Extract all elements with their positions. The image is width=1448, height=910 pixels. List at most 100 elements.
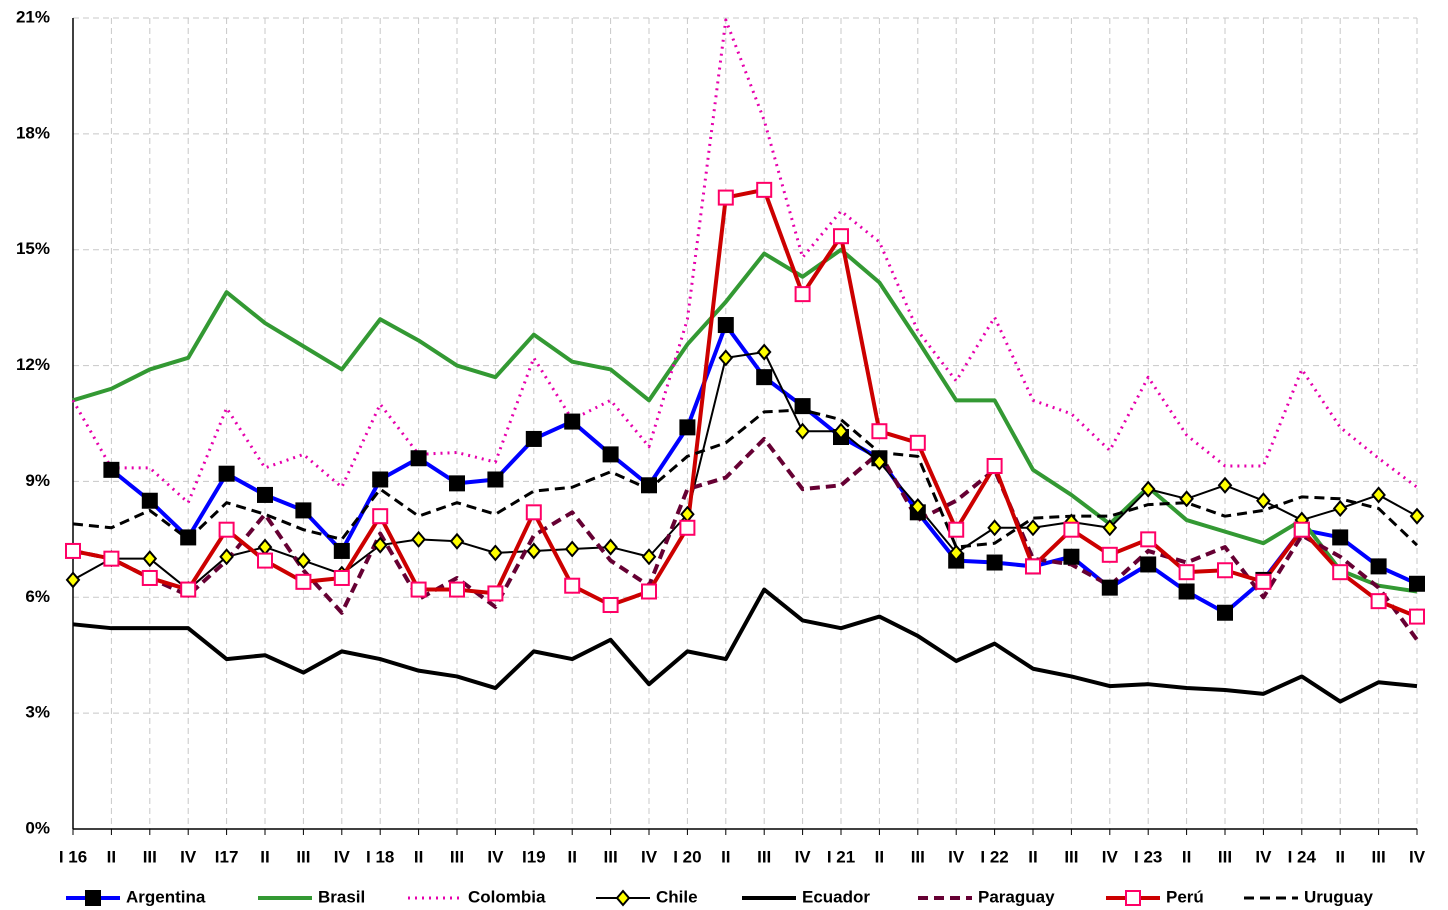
point-marker bbox=[1332, 564, 1349, 581]
point-marker bbox=[1293, 521, 1310, 538]
point-marker bbox=[948, 544, 964, 562]
point-marker bbox=[372, 471, 389, 488]
point-marker bbox=[1178, 583, 1195, 600]
point-marker bbox=[103, 461, 120, 478]
point-marker bbox=[641, 477, 657, 494]
point-marker bbox=[180, 581, 197, 598]
x-tick-label: I 18 bbox=[366, 847, 394, 866]
x-tick-label: I17 bbox=[215, 847, 239, 866]
point-marker bbox=[257, 538, 273, 556]
x-tick-label: I 24 bbox=[1288, 847, 1317, 866]
legend-marker bbox=[1125, 890, 1141, 906]
point-marker bbox=[1409, 575, 1425, 592]
x-tick-label: III bbox=[1064, 847, 1078, 866]
legend-marker bbox=[615, 889, 631, 907]
x-tick-label: IV bbox=[487, 847, 504, 866]
point-marker bbox=[986, 554, 1003, 571]
point-marker bbox=[756, 181, 773, 198]
point-marker bbox=[1332, 499, 1348, 517]
point-marker bbox=[372, 536, 388, 554]
x-tick-label: IV bbox=[1255, 847, 1272, 866]
x-tick-label: I 20 bbox=[673, 847, 701, 866]
x-tick-label: II bbox=[260, 847, 269, 866]
x-tick-label: II bbox=[1028, 847, 1037, 866]
point-marker bbox=[564, 540, 580, 558]
legend-label: Uruguay bbox=[1304, 887, 1374, 906]
y-tick-label: 15% bbox=[16, 239, 50, 258]
series-line bbox=[72, 351, 1418, 591]
x-tick-label: I 23 bbox=[1134, 847, 1162, 866]
point-marker bbox=[333, 569, 350, 586]
legend-item: Chile bbox=[596, 887, 698, 907]
x-tick-label: III bbox=[757, 847, 771, 866]
x-tick-label: IV bbox=[948, 847, 965, 866]
legend-label: Colombia bbox=[468, 887, 546, 906]
point-marker bbox=[1063, 548, 1080, 565]
point-marker bbox=[141, 569, 158, 586]
y-tick-label: 6% bbox=[25, 587, 50, 606]
point-marker bbox=[1371, 486, 1386, 504]
point-marker bbox=[641, 548, 657, 566]
point-marker bbox=[1101, 546, 1118, 563]
point-marker bbox=[756, 343, 772, 361]
series-line bbox=[72, 408, 1419, 549]
x-tick-label: III bbox=[296, 847, 310, 866]
point-marker bbox=[1140, 480, 1156, 498]
point-marker bbox=[1409, 608, 1425, 625]
point-marker bbox=[295, 502, 312, 519]
point-marker bbox=[717, 317, 734, 334]
legend-label: Chile bbox=[656, 887, 698, 906]
point-marker bbox=[679, 519, 696, 536]
point-marker bbox=[1025, 519, 1041, 537]
legend-item: Brasil bbox=[258, 887, 365, 906]
point-marker bbox=[525, 504, 542, 521]
point-marker bbox=[1140, 556, 1157, 573]
point-marker bbox=[794, 398, 811, 415]
point-marker bbox=[948, 521, 965, 538]
point-marker bbox=[986, 457, 1003, 474]
point-marker bbox=[1217, 562, 1233, 579]
point-marker bbox=[564, 577, 581, 594]
point-marker bbox=[833, 228, 849, 245]
point-marker bbox=[411, 530, 426, 548]
y-tick-label: 12% bbox=[16, 355, 50, 374]
x-tick-label: III bbox=[911, 847, 925, 866]
x-tick-label: II bbox=[567, 847, 576, 866]
point-marker bbox=[602, 597, 619, 614]
point-marker bbox=[717, 189, 734, 206]
point-marker bbox=[1370, 558, 1387, 575]
point-marker bbox=[871, 423, 888, 440]
legend-item: Ecuador bbox=[742, 887, 870, 906]
x-tick-label: IV bbox=[1409, 847, 1426, 866]
point-marker bbox=[449, 581, 465, 598]
point-marker bbox=[1409, 507, 1425, 525]
point-marker bbox=[1179, 490, 1194, 508]
point-marker bbox=[410, 450, 427, 467]
point-marker bbox=[219, 548, 234, 566]
x-tick-label: III bbox=[450, 847, 464, 866]
point-marker bbox=[142, 550, 158, 568]
legend-marker bbox=[85, 890, 101, 906]
point-marker bbox=[257, 486, 273, 503]
point-marker bbox=[795, 422, 810, 440]
point-marker bbox=[910, 497, 926, 516]
point-marker bbox=[526, 542, 542, 560]
point-marker bbox=[564, 413, 581, 430]
point-marker bbox=[987, 519, 1002, 537]
point-marker bbox=[1217, 604, 1233, 621]
legend-label: Argentina bbox=[126, 887, 206, 906]
point-marker bbox=[372, 508, 389, 525]
legend-item: Perú bbox=[1106, 887, 1204, 906]
y-tick-label: 21% bbox=[16, 7, 50, 26]
point-marker bbox=[872, 453, 887, 471]
x-tick-label: II bbox=[414, 847, 423, 866]
point-marker bbox=[602, 446, 619, 463]
point-marker bbox=[641, 583, 657, 600]
point-marker bbox=[65, 571, 81, 589]
x-tick-label: IV bbox=[641, 847, 658, 866]
x-tick-label: IV bbox=[795, 847, 812, 866]
x-tick-label: IV bbox=[180, 847, 197, 866]
x-tick-label: I 16 bbox=[59, 847, 87, 866]
point-marker bbox=[1063, 521, 1080, 538]
